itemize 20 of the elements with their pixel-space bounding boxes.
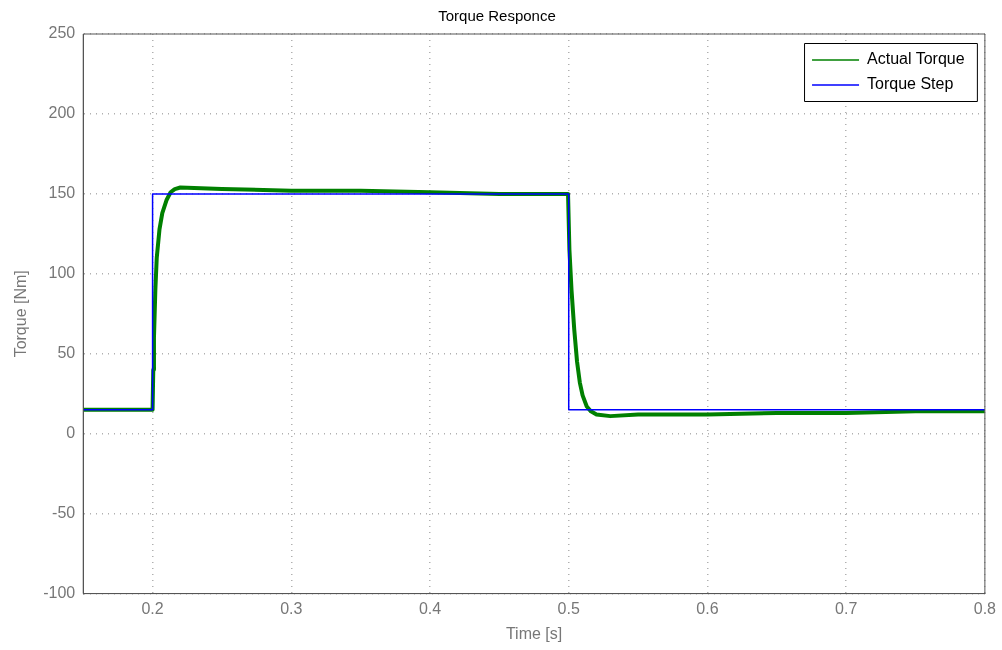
y-tick-label: 100 [48,264,76,282]
chart-title: Torque Responce [438,7,556,25]
x-tick-label: 0.5 [557,599,580,617]
x-tick-label: 0.3 [280,599,303,617]
y-tick-label: 200 [48,104,76,122]
x-tick-label: 0.6 [696,599,719,617]
x-tick-label: 0.4 [418,599,442,617]
y-tick-label: 250 [48,24,76,42]
y-tick-label: 50 [57,344,76,362]
x-axis-title: Time [s] [505,624,563,642]
x-tick-label: 0.7 [835,599,858,617]
y-tick-label: 150 [48,184,76,202]
y-tick-label: -50 [52,504,76,522]
y-tick-label: 0 [66,424,76,442]
legend-label: Actual Torque [867,50,965,68]
x-tick-label: 0.2 [141,599,164,617]
x-tick-label: 0.8 [973,599,997,617]
legend-label: Torque Step [867,75,954,93]
y-axis-title: Torque [Nm] [12,270,30,358]
y-tick-label: -100 [43,584,76,602]
